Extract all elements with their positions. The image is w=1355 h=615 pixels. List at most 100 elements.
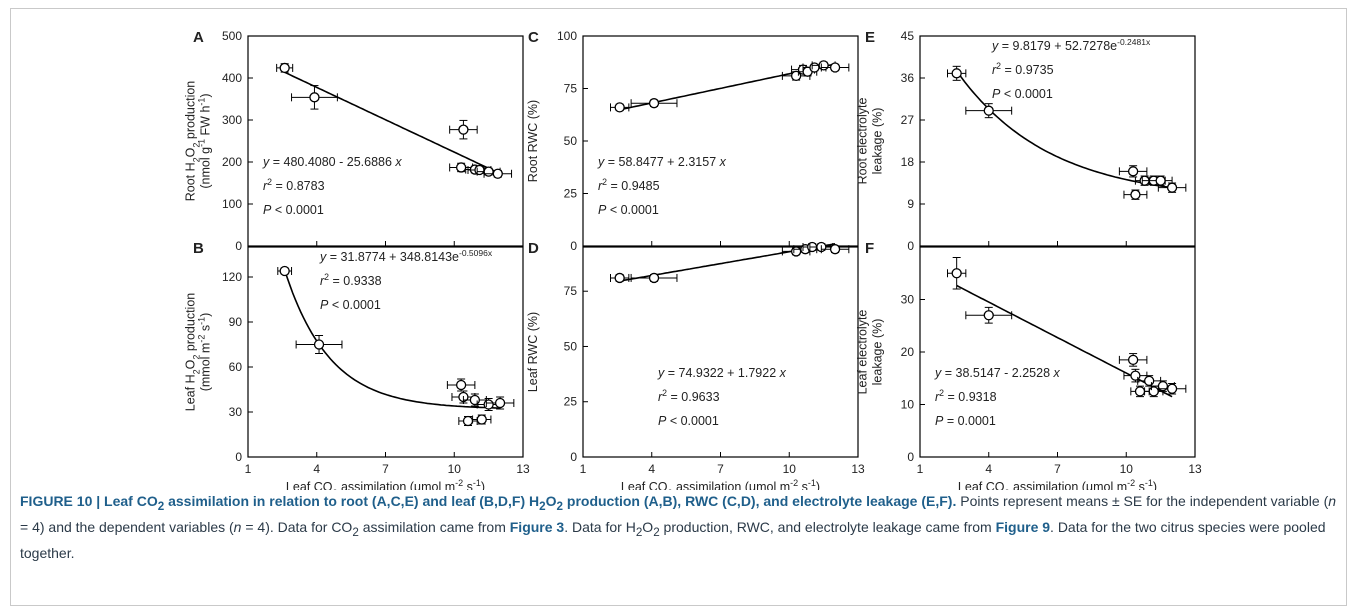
caption-title: FIGURE 10 | Leaf CO2 assimilation in rel… — [20, 493, 957, 513]
y-tick-label: 0 — [570, 450, 577, 464]
data-point — [1155, 175, 1166, 186]
fit-r2: r2 = 0.9633 — [658, 388, 720, 404]
fit-equation: y = 58.8477 + 2.3157 x — [597, 155, 727, 169]
data-point — [829, 62, 841, 73]
data-point — [809, 62, 820, 73]
fit-r2: r2 = 0.9485 — [598, 177, 660, 193]
panel-letter: D — [528, 240, 539, 257]
fit-p-value: P < 0.0001 — [992, 87, 1053, 101]
fit-p-value: P = 0.0001 — [935, 414, 996, 428]
panel-letter: F — [865, 240, 874, 257]
y-axis-label: Leaf RWC (%) — [526, 312, 540, 392]
y-tick-label: 100 — [557, 29, 577, 43]
data-point — [1130, 189, 1141, 200]
data-point — [455, 379, 467, 391]
x-axis-label: Leaf CO2 assimilation (μmol m-2 s-1) — [958, 478, 1157, 490]
x-tick-label: 10 — [448, 462, 462, 476]
y-tick-label: 20 — [901, 345, 915, 359]
y-axis-label-line: Root H2O2 production — [184, 81, 202, 202]
panel-c: C 0 25 50 75 100 Root RWC (%) y = 58.8477 + 2.3… — [526, 29, 859, 253]
data-point — [1166, 383, 1178, 394]
x-tick-label: 1 — [245, 462, 252, 476]
figure-caption: FIGURE 10 | Leaf CO2 assimilation in rel… — [20, 491, 1340, 564]
y-axis-label-line: Leaf H2O2 production — [184, 293, 202, 412]
data-point — [1157, 380, 1169, 392]
y-axis-label: Leaf electrolyte leakage (%) — [856, 310, 885, 395]
data-point — [1127, 354, 1139, 366]
fit-r2: r2 = 0.9735 — [992, 61, 1054, 77]
data-point — [829, 244, 841, 255]
y-axis-label-line: Leaf electrolyte — [856, 310, 870, 395]
caption-body: Points represent means ± SE for the inde… — [20, 493, 1337, 561]
y-tick-label: 60 — [229, 360, 243, 374]
x-tick-label: 7 — [1054, 462, 1061, 476]
y-tick-label: 27 — [901, 113, 915, 127]
fit-equation: y = 31.8774 + 348.8143e-0.5096x — [319, 248, 493, 264]
data-point — [1166, 182, 1178, 193]
y-tick-label: 75 — [564, 284, 578, 298]
data-point — [818, 60, 829, 71]
data-point — [279, 62, 290, 74]
y-axis-label-line: leakage (%) — [871, 108, 885, 175]
fit-line — [284, 71, 501, 175]
panel-f: F 0 10 20 30 1 4 7 10 13 Leaf CO2 assimilation (μm… — [856, 240, 1202, 490]
y-tick-label: 0 — [235, 450, 242, 464]
data-point — [313, 339, 325, 350]
figure-frame — [10, 8, 1347, 606]
fit-line — [956, 70, 1173, 189]
panel-a: A 0 100 200 300 400 500 Root H2O2 production(nm… — [184, 29, 524, 253]
x-tick-label: 7 — [382, 462, 389, 476]
y-tick-label: 400 — [222, 71, 242, 85]
fit-r2: r2 = 0.8783 — [263, 177, 325, 193]
data-point — [614, 272, 625, 284]
panel-letter: E — [865, 29, 875, 46]
panel-e: E 0 9 18 27 36 45 Root electrolyte leakage (%) y … — [856, 29, 1196, 253]
y-tick-label: 50 — [564, 339, 578, 353]
plot-frame — [247, 246, 524, 458]
data-point — [983, 310, 994, 321]
data-point — [476, 414, 487, 425]
fit-line — [956, 284, 1173, 398]
y-tick-label: 30 — [901, 293, 915, 307]
data-point — [462, 415, 474, 427]
y-axis-label-line: leakage (%) — [871, 319, 885, 386]
y-tick-label: 100 — [222, 197, 242, 211]
y-axis-label: Root H2O2 production(nmol g-1 FW h-1) — [184, 81, 213, 202]
data-point — [790, 246, 802, 257]
y-tick-label: 45 — [901, 29, 915, 43]
data-point — [309, 92, 320, 103]
y-tick-label: 9 — [907, 197, 914, 211]
y-axis-label-line: (mmol m-2 s-1) — [197, 313, 213, 392]
y-tick-label: 10 — [901, 398, 915, 412]
x-tick-label: 4 — [313, 462, 320, 476]
y-tick-label: 50 — [564, 134, 578, 148]
x-tick-label: 4 — [648, 462, 655, 476]
panel-letter: C — [528, 29, 539, 46]
data-point — [279, 265, 290, 277]
y-axis-label-line: Root electrolyte — [856, 98, 870, 185]
data-point — [469, 394, 481, 406]
y-tick-label: 0 — [907, 239, 914, 253]
plot-frame — [919, 35, 1196, 247]
panel-b: B 0 30 60 90 120 1 4 7 10 13 Leaf CO2 assimilation … — [184, 240, 530, 490]
y-tick-label: 300 — [222, 113, 242, 127]
data-point — [1130, 370, 1141, 381]
fit-r2: r2 = 0.9318 — [935, 388, 997, 404]
data-point — [492, 168, 503, 179]
data-point — [1134, 386, 1146, 397]
panel-letter: A — [193, 29, 204, 46]
data-point — [483, 166, 494, 177]
fit-p-value: P < 0.0001 — [320, 298, 381, 312]
y-tick-label: 0 — [570, 239, 577, 253]
y-axis-label-line: Leaf RWC (%) — [526, 312, 540, 392]
data-point — [458, 124, 469, 135]
data-point — [474, 164, 485, 176]
fit-p-value: P < 0.0001 — [263, 203, 324, 217]
data-point — [483, 399, 494, 410]
x-tick-label: 7 — [717, 462, 724, 476]
y-axis-label-line: (nmol g-1 FW h-1) — [197, 93, 213, 188]
fit-line — [283, 269, 501, 409]
x-tick-label: 13 — [1188, 462, 1202, 476]
y-axis-label-line: Root RWC (%) — [526, 100, 540, 182]
data-point — [648, 98, 660, 109]
